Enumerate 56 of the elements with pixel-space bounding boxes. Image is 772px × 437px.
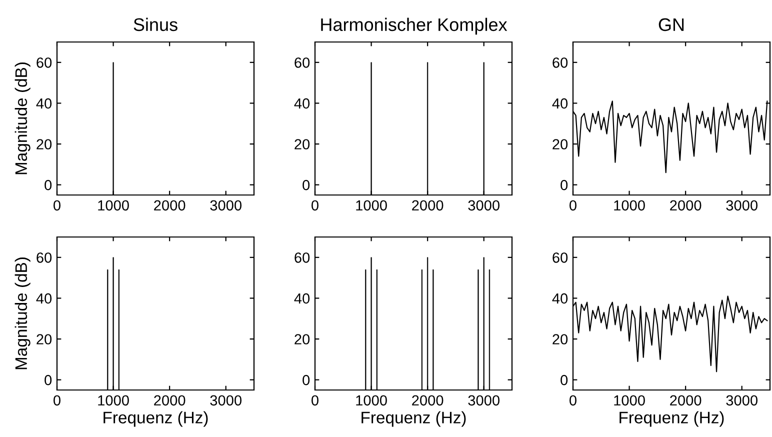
x-tick-label: 2000 bbox=[412, 395, 444, 406]
x-axis-title: Frequenz (Hz) bbox=[362, 411, 466, 427]
x-tick-label: 1000 bbox=[98, 395, 129, 406]
x-tick-label: 0 bbox=[54, 200, 60, 211]
y-tick-label: 0 bbox=[560, 180, 568, 190]
x-axis-title: Frequenz (Hz) bbox=[620, 411, 724, 427]
x-tick-label: 1000 bbox=[356, 200, 387, 211]
x-tick-label: 3000 bbox=[210, 395, 242, 406]
y-tick-label: 20 bbox=[552, 334, 568, 344]
y-tick-label: 60 bbox=[552, 252, 568, 263]
chart-title: Harmonischer Komplex bbox=[321, 18, 508, 35]
y-tick-label: 40 bbox=[552, 98, 568, 109]
y-axis-title: Magnitude (dB) bbox=[14, 258, 30, 370]
y-tick-label: 0 bbox=[302, 180, 310, 190]
x-tick-label: 2000 bbox=[412, 200, 444, 211]
x-tick-label: 2000 bbox=[154, 200, 186, 211]
y-tick-label: 60 bbox=[552, 58, 568, 68]
x-tick-label: 3000 bbox=[726, 395, 758, 406]
x-tick-label: 0 bbox=[312, 200, 318, 211]
y-tick-label: 0 bbox=[560, 374, 568, 386]
y-tick-label: 20 bbox=[294, 334, 310, 344]
y-tick-label: 40 bbox=[552, 293, 568, 304]
x-tick-label: 3000 bbox=[468, 200, 500, 211]
x-tick-label: 0 bbox=[54, 395, 60, 406]
y-tick-label: 40 bbox=[36, 293, 52, 304]
y-tick-label: 20 bbox=[294, 139, 310, 150]
x-axis-title: Frequenz (Hz) bbox=[104, 411, 208, 427]
y-tick-label: 20 bbox=[36, 334, 52, 344]
y-tick-label: 60 bbox=[36, 252, 52, 263]
y-tick-label: 40 bbox=[36, 98, 52, 109]
y-tick-label: 40 bbox=[294, 293, 310, 304]
x-tick-label: 1000 bbox=[614, 395, 645, 406]
y-tick-label: 60 bbox=[36, 58, 52, 68]
y-tick-label: 60 bbox=[294, 58, 310, 68]
y-tick-label: 0 bbox=[302, 374, 310, 386]
chart-title: GN bbox=[658, 18, 684, 32]
x-tick-label: 2000 bbox=[154, 395, 186, 406]
y-tick-label: 60 bbox=[294, 252, 310, 263]
x-tick-label: 0 bbox=[570, 200, 576, 211]
x-tick-label: 2000 bbox=[670, 200, 702, 211]
x-tick-label: 3000 bbox=[468, 395, 500, 406]
x-tick-label: 0 bbox=[570, 395, 576, 406]
y-tick-label: 0 bbox=[44, 180, 52, 190]
y-axis-title: Magnitude (dB) bbox=[14, 62, 30, 174]
x-tick-label: 1000 bbox=[98, 200, 129, 211]
x-tick-label: 0 bbox=[312, 395, 318, 406]
y-tick-label: 40 bbox=[294, 98, 310, 109]
x-tick-label: 1000 bbox=[614, 200, 645, 211]
y-tick-label: 0 bbox=[44, 374, 52, 386]
x-tick-label: 1000 bbox=[356, 395, 387, 406]
y-tick-label: 20 bbox=[36, 139, 52, 150]
x-tick-label: 3000 bbox=[210, 200, 242, 211]
x-tick-label: 2000 bbox=[670, 395, 702, 406]
x-tick-label: 3000 bbox=[726, 200, 758, 211]
chart-title: Sinus bbox=[134, 18, 178, 32]
y-tick-label: 20 bbox=[552, 139, 568, 150]
